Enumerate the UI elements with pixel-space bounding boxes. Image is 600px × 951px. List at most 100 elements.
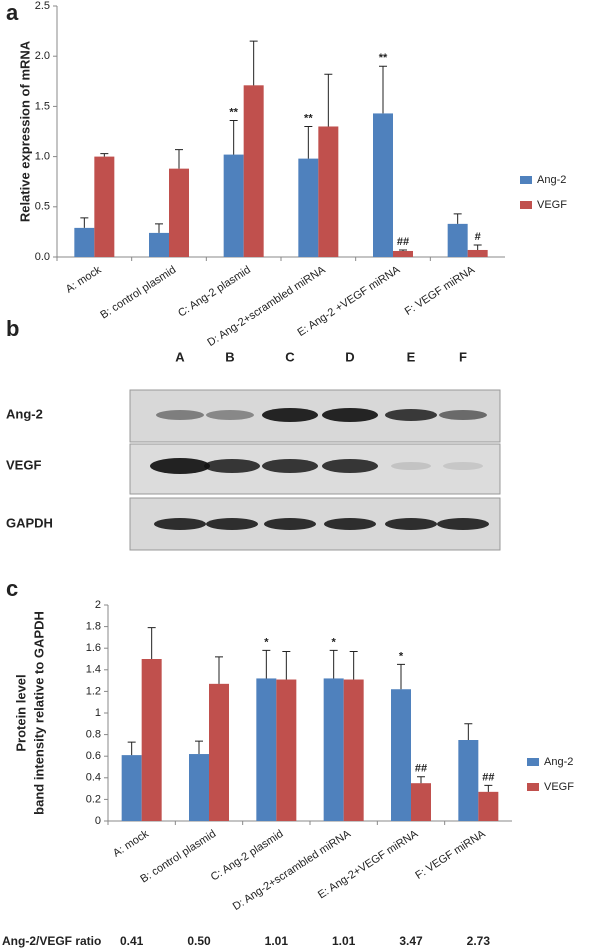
error-bar bbox=[399, 249, 407, 251]
bar bbox=[447, 223, 468, 257]
error-bar bbox=[262, 649, 271, 679]
annotation: * bbox=[399, 650, 404, 662]
error-bar bbox=[464, 723, 473, 740]
y-axis-title: band intensity relative to GAPDH bbox=[31, 611, 46, 815]
error-bar bbox=[100, 153, 109, 157]
bar bbox=[467, 249, 488, 257]
error-bar bbox=[80, 217, 89, 228]
annotation: * bbox=[332, 636, 337, 648]
y-tick-label: 1.2 bbox=[86, 685, 101, 697]
y-tick-label: 0 bbox=[95, 815, 101, 827]
bar bbox=[74, 227, 95, 257]
lane-label: B bbox=[225, 349, 234, 364]
row-label: VEGF bbox=[6, 457, 41, 472]
ratio-value: 2.73 bbox=[467, 934, 491, 948]
x-tick-label: B: control plasmid bbox=[138, 828, 218, 886]
lane-label: D bbox=[345, 349, 354, 364]
bar bbox=[411, 783, 431, 821]
x-tick-label: A: mock bbox=[64, 264, 104, 296]
panel-label: a bbox=[6, 0, 19, 25]
legend-swatch bbox=[527, 783, 539, 791]
y-tick-label: 0.8 bbox=[86, 729, 101, 741]
error-bar bbox=[397, 663, 405, 690]
bar bbox=[94, 156, 115, 257]
y-tick-label: 2 bbox=[95, 599, 101, 611]
y-tick-label: 0.0 bbox=[35, 251, 50, 263]
error-bar bbox=[329, 649, 338, 679]
lane-label: F bbox=[459, 349, 467, 364]
bar bbox=[391, 689, 411, 821]
error-bar bbox=[473, 244, 482, 250]
legend-label: Ang-2 bbox=[544, 756, 573, 768]
y-tick-label: 2.5 bbox=[35, 0, 50, 12]
bar bbox=[458, 740, 479, 821]
y-tick-label: 1.8 bbox=[86, 621, 101, 633]
lane-label: A bbox=[175, 349, 185, 364]
y-tick-label: 0.6 bbox=[86, 750, 101, 762]
y-tick-label: 2.0 bbox=[35, 50, 50, 62]
panel-label: b bbox=[6, 316, 19, 341]
y-tick-label: 0.4 bbox=[86, 772, 101, 784]
ratio-value: 1.01 bbox=[265, 934, 289, 948]
annotation: * bbox=[264, 636, 269, 648]
ratio-value: 1.01 bbox=[332, 934, 356, 948]
error-bar bbox=[324, 73, 333, 127]
annotation: ** bbox=[379, 52, 388, 64]
error-bar bbox=[453, 213, 462, 224]
legend-swatch bbox=[520, 176, 532, 184]
x-tick-label: C: Ang-2 plasmid bbox=[176, 264, 253, 320]
y-axis-title: Protein level bbox=[13, 674, 28, 751]
y-tick-label: 1.4 bbox=[86, 664, 101, 676]
bar bbox=[276, 679, 297, 821]
bar bbox=[373, 113, 393, 257]
annotation: ## bbox=[482, 771, 494, 783]
legend-label: VEGF bbox=[537, 199, 567, 211]
bar bbox=[149, 232, 169, 257]
y-axis-title: Relative expression of mRNA bbox=[17, 40, 32, 222]
row-label: Ang-2 bbox=[6, 406, 43, 421]
bar bbox=[298, 158, 319, 257]
y-tick-label: 0.2 bbox=[86, 793, 101, 805]
y-tick-label: 0.5 bbox=[35, 201, 50, 213]
error-bar bbox=[215, 656, 223, 684]
annotation: # bbox=[475, 231, 481, 243]
bar bbox=[343, 679, 364, 821]
bar bbox=[478, 791, 499, 821]
error-bar bbox=[349, 650, 358, 680]
ratio-value: 0.41 bbox=[120, 934, 144, 948]
ratio-value: 3.47 bbox=[399, 934, 423, 948]
x-tick-label: D: Ang-2+scrambled miRNA bbox=[231, 828, 354, 914]
x-tick-label: F: VEGF miRNA bbox=[403, 264, 478, 318]
error-bar bbox=[229, 119, 238, 155]
x-tick-label: D: Ang-2+scrambled miRNA bbox=[205, 264, 328, 350]
legend-swatch bbox=[527, 758, 539, 766]
error-bar bbox=[175, 149, 183, 169]
bar bbox=[393, 250, 413, 257]
error-bar bbox=[379, 65, 387, 114]
bands bbox=[150, 408, 489, 530]
error-bar bbox=[249, 40, 258, 86]
lane-label: E bbox=[407, 349, 416, 364]
error-bar bbox=[147, 627, 156, 659]
error-bar bbox=[195, 740, 203, 755]
annotation: ** bbox=[229, 106, 238, 118]
panel-label: c bbox=[6, 576, 18, 601]
row-label: GAPDH bbox=[6, 515, 53, 530]
legend-swatch bbox=[520, 201, 532, 209]
x-tick-label: F: VEGF miRNA bbox=[413, 828, 488, 882]
bar bbox=[243, 85, 264, 257]
y-tick-label: 1.0 bbox=[35, 151, 50, 163]
error-bar bbox=[304, 125, 313, 159]
x-tick-label: B: control plasmid bbox=[98, 264, 178, 322]
ratio-label: Ang-2/VEGF ratio bbox=[2, 934, 101, 948]
y-tick-label: 1 bbox=[95, 707, 101, 719]
bar bbox=[323, 678, 344, 821]
y-tick-label: 1.5 bbox=[35, 100, 50, 112]
y-tick-label: 1.6 bbox=[86, 642, 101, 654]
ratio-value: 0.50 bbox=[187, 934, 211, 948]
error-bar bbox=[484, 784, 493, 792]
legend-label: VEGF bbox=[544, 781, 574, 793]
annotation: ## bbox=[397, 236, 409, 248]
